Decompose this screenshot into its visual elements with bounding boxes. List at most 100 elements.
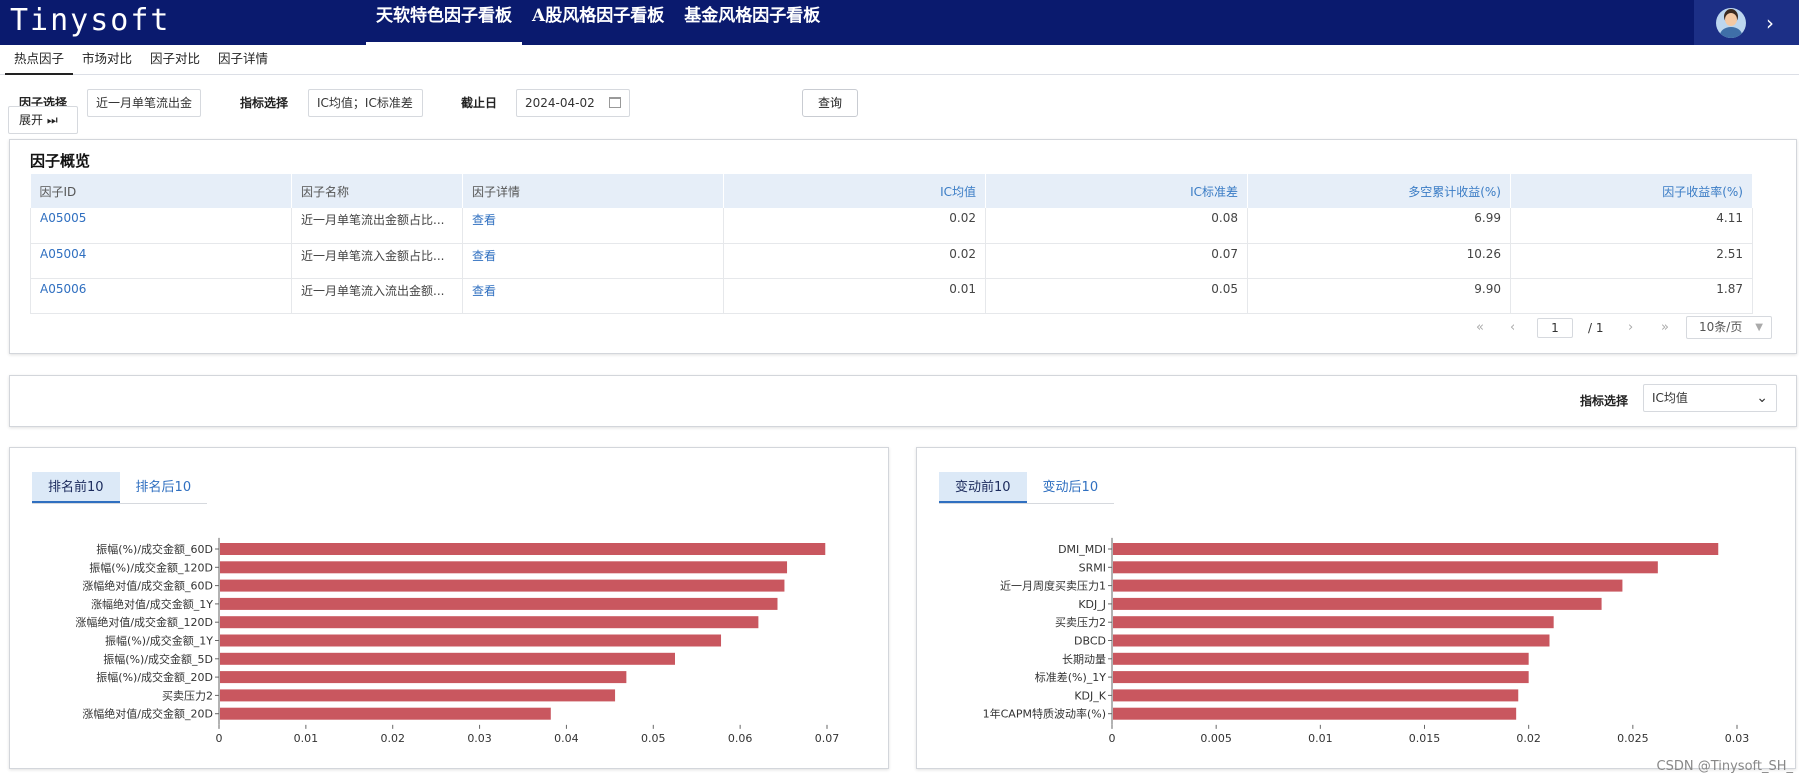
right-chart-bar[interactable] bbox=[1113, 579, 1623, 592]
panel-title: 因子概览 bbox=[30, 152, 91, 170]
right-chart-category-label: 买卖压力2 bbox=[1055, 616, 1106, 629]
left-chart-category-label: 买卖压力2 bbox=[162, 689, 213, 702]
table-row: A05005 近一月单笔流出金额占比... 查看 0.02 0.08 6.99 … bbox=[30, 208, 1753, 244]
view-detail-link[interactable]: 查看 bbox=[462, 208, 724, 244]
ic-mean: 0.02 bbox=[723, 208, 986, 244]
chart-metric-select[interactable]: IC均值 ⌄ bbox=[1643, 384, 1777, 412]
left-chart-bar[interactable] bbox=[220, 634, 722, 647]
right-chart-bar[interactable] bbox=[1113, 689, 1519, 702]
left-chart-bar[interactable] bbox=[220, 543, 826, 555]
col-factor-detail[interactable]: 因子详情 bbox=[462, 174, 724, 208]
calendar-icon[interactable] bbox=[609, 97, 621, 108]
first-page-icon[interactable]: « bbox=[1476, 320, 1484, 335]
right-chart-bar[interactable] bbox=[1113, 671, 1529, 684]
left-chart-category-label: 振幅(%)/成交金额_60D bbox=[96, 542, 213, 556]
left-chart-x-tick-label: 0 bbox=[216, 732, 223, 745]
left-chart-category-label: 涨幅绝对值/成交金额_20D bbox=[82, 707, 213, 721]
next-page-icon[interactable]: › bbox=[1628, 320, 1634, 335]
factor-name: 近一月单笔流入流出金额... bbox=[291, 278, 463, 314]
factor-name: 近一月单笔流出金额占比... bbox=[291, 208, 463, 244]
tab-bottom10[interactable]: 排名后10 bbox=[135, 480, 192, 495]
metric-select-label: 指标选择 bbox=[240, 96, 289, 110]
left-chart-bar[interactable] bbox=[220, 597, 778, 610]
left-chart-bar[interactable] bbox=[220, 561, 788, 574]
page-size-select[interactable]: 10条/页 ▼ bbox=[1686, 316, 1772, 339]
tab-change-top10[interactable]: 变动前10 bbox=[939, 472, 1027, 503]
factor-select-input[interactable]: 近一月单笔流出金 bbox=[87, 89, 201, 117]
right-chart-bar[interactable] bbox=[1113, 707, 1517, 720]
right-chart-x-tick-label: 0.02 bbox=[1516, 732, 1541, 745]
right-chart-bar[interactable] bbox=[1113, 597, 1602, 610]
right-chart-x-tick-label: 0.01 bbox=[1308, 732, 1333, 745]
expand-button[interactable]: 展开 ⏭ bbox=[8, 106, 78, 134]
chevron-down-icon: ⌄ bbox=[1756, 390, 1768, 406]
top10-bar-chart: 振幅(%)/成交金额_60D 振幅(%)/成交金额_120D 涨幅绝对值/成交金额_… bbox=[75, 537, 839, 745]
col-factor-return[interactable]: 因子收益率(%) bbox=[1510, 174, 1753, 208]
left-chart-x-tick-label: 0.02 bbox=[380, 732, 405, 745]
col-ic-std[interactable]: IC标准差 bbox=[985, 174, 1248, 208]
brand-logo: Tinysoft bbox=[10, 3, 171, 38]
right-chart-category-label: DBCD bbox=[1074, 635, 1106, 648]
left-chart-bar[interactable] bbox=[220, 616, 759, 629]
factor-id-link[interactable]: A05004 bbox=[30, 243, 292, 279]
col-ls-return[interactable]: 多空累计收益(%) bbox=[1247, 174, 1511, 208]
ic-std: 0.07 bbox=[985, 243, 1248, 279]
rank-tabs: 排名前10 排名后10 bbox=[32, 472, 208, 504]
factor-name: 近一月单笔流入金额占比... bbox=[291, 243, 463, 279]
view-detail-link[interactable]: 查看 bbox=[462, 278, 724, 314]
metric-select-input[interactable]: IC均值；IC标准差 bbox=[308, 89, 423, 117]
top-bar: Tinysoft 天软特色因子看板 A股风格因子看板 基金风格因子看板 › bbox=[0, 0, 1799, 45]
change-chart-panel: 变动前10 变动后10 DMI_MDI SRMI 近一月周度买卖压力1 KDJ_J 买卖… bbox=[916, 447, 1796, 769]
right-chart-bar[interactable] bbox=[1113, 561, 1658, 574]
factor-table: 因子ID 因子名称 因子详情 IC均值 IC标准差 多空累计收益(%) 因子收益… bbox=[30, 174, 1753, 314]
prev-page-icon[interactable]: ‹ bbox=[1510, 320, 1516, 335]
page-number-input[interactable]: 1 bbox=[1537, 318, 1573, 338]
user-menu[interactable]: › bbox=[1694, 0, 1799, 45]
end-date-input[interactable]: 2024-04-02 bbox=[516, 89, 630, 117]
right-chart-category-label: KDJ_K bbox=[1074, 689, 1106, 702]
col-factor-name[interactable]: 因子名称 bbox=[291, 174, 463, 208]
ls-return: 9.90 bbox=[1247, 278, 1511, 314]
chevron-right-icon[interactable]: › bbox=[1766, 10, 1774, 35]
col-factor-id[interactable]: 因子ID bbox=[30, 174, 292, 208]
tab-hot-factors[interactable]: 热点因子 bbox=[5, 45, 74, 75]
avatar[interactable] bbox=[1716, 7, 1746, 38]
sub-tabs: 热点因子 市场对比 因子对比 因子详情 bbox=[0, 45, 1799, 75]
metric-select-panel bbox=[9, 375, 1797, 427]
table-header-row: 因子ID 因子名称 因子详情 IC均值 IC标准差 多空累计收益(%) 因子收益… bbox=[30, 174, 1753, 208]
left-chart-bar[interactable] bbox=[220, 671, 627, 684]
left-chart-bar[interactable] bbox=[220, 689, 616, 702]
left-chart-bar[interactable] bbox=[220, 579, 785, 592]
top-nav: 天软特色因子看板 A股风格因子看板 基金风格因子看板 bbox=[366, 0, 830, 45]
right-chart-bar[interactable] bbox=[1113, 616, 1554, 629]
ls-return: 6.99 bbox=[1247, 208, 1511, 244]
right-chart-x-tick-label: 0.025 bbox=[1617, 732, 1649, 745]
right-chart-bar[interactable] bbox=[1113, 634, 1550, 647]
factor-id-link[interactable]: A05005 bbox=[30, 208, 292, 244]
page-size-value: 10条/页 bbox=[1699, 320, 1743, 334]
col-ic-mean[interactable]: IC均值 bbox=[723, 174, 986, 208]
left-chart-x-tick-label: 0.05 bbox=[641, 732, 666, 745]
table-row: A05006 近一月单笔流入流出金额... 查看 0.01 0.05 9.90 … bbox=[30, 278, 1753, 314]
view-detail-link[interactable]: 查看 bbox=[462, 243, 724, 279]
tab-change-bottom10[interactable]: 变动后10 bbox=[1042, 480, 1099, 495]
topnav-fund-style[interactable]: 基金风格因子看板 bbox=[684, 6, 821, 26]
query-button[interactable]: 查询 bbox=[802, 89, 858, 117]
ic-mean: 0.01 bbox=[723, 278, 986, 314]
tab-market-compare[interactable]: 市场对比 bbox=[82, 51, 133, 66]
ic-std: 0.05 bbox=[985, 278, 1248, 314]
ls-return: 10.26 bbox=[1247, 243, 1511, 279]
topnav-ashare-style[interactable]: A股风格因子看板 bbox=[532, 6, 665, 26]
left-chart-bar[interactable] bbox=[220, 652, 675, 665]
tab-factor-detail[interactable]: 因子详情 bbox=[218, 51, 269, 66]
factor-overview-panel: 因子概览 因子ID 因子名称 因子详情 IC均值 IC标准差 多空累计收益(%)… bbox=[9, 139, 1797, 354]
right-chart-bar[interactable] bbox=[1113, 543, 1719, 555]
right-chart-bar[interactable] bbox=[1113, 652, 1529, 665]
topnav-tinysoft-factors[interactable]: 天软特色因子看板 bbox=[366, 0, 522, 45]
left-chart-bar[interactable] bbox=[220, 707, 551, 720]
left-chart-category-label: 振幅(%)/成交金额_1Y bbox=[105, 634, 213, 648]
tab-top10[interactable]: 排名前10 bbox=[32, 472, 120, 503]
last-page-icon[interactable]: » bbox=[1661, 320, 1669, 335]
tab-factor-compare[interactable]: 因子对比 bbox=[150, 51, 201, 66]
factor-id-link[interactable]: A05006 bbox=[30, 278, 292, 314]
